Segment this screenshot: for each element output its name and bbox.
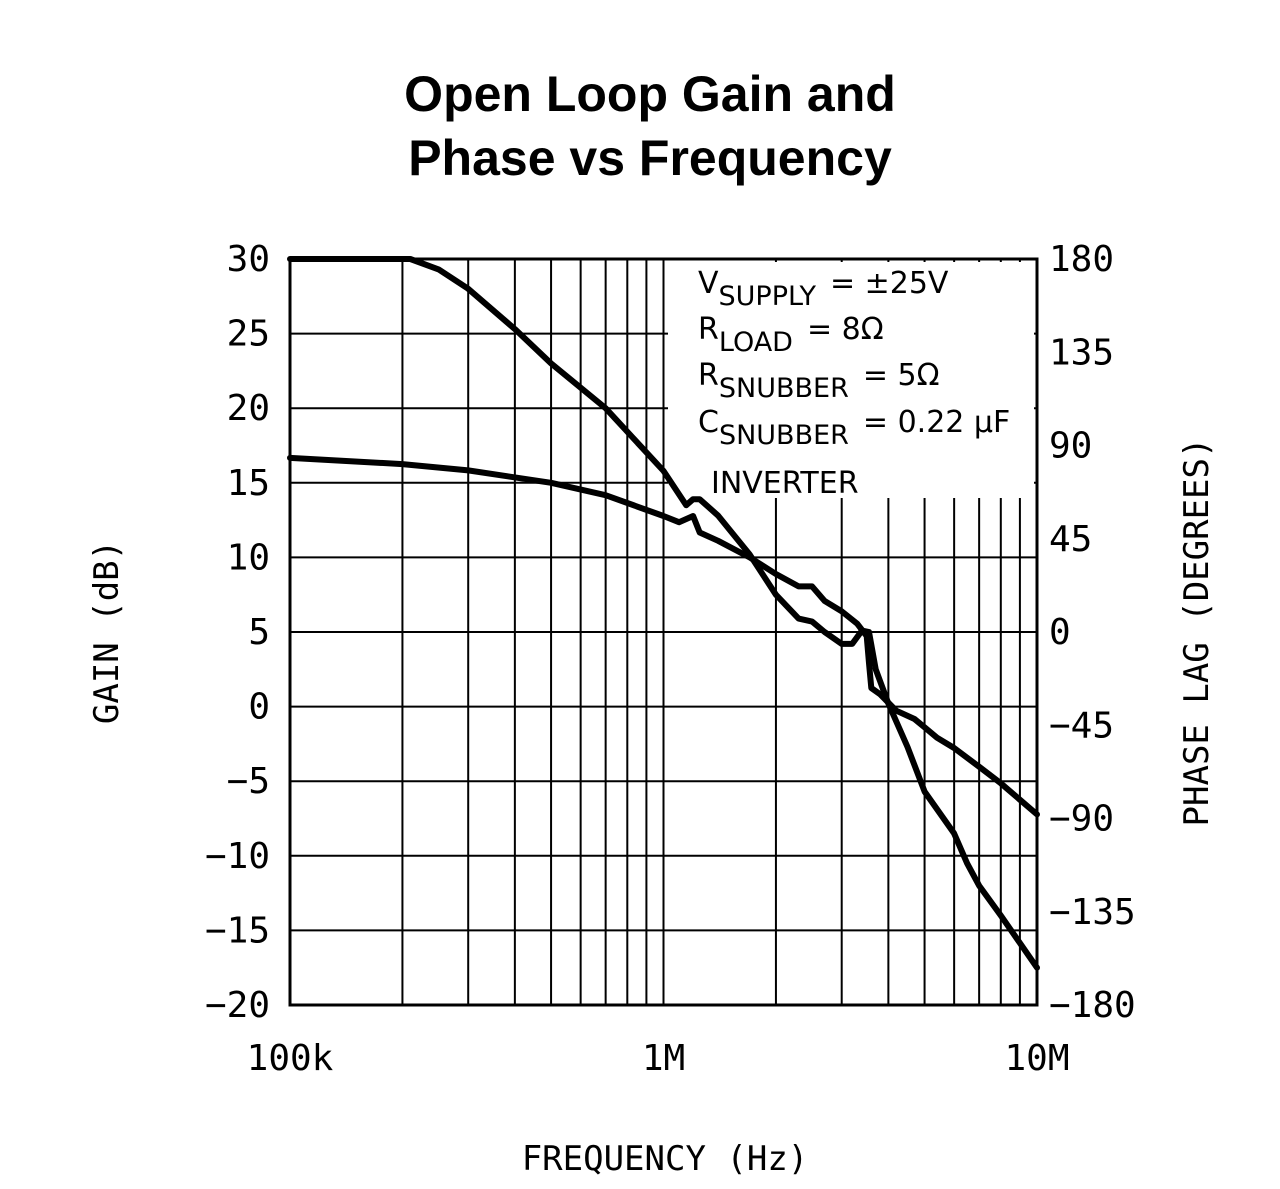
y-tick-label-right: −135: [1049, 892, 1136, 933]
y-axis-label-right: PHASE LAG (DEGREES): [1177, 438, 1217, 827]
inverter-label-background: [706, 462, 872, 498]
x-tick-label: 1M: [642, 1038, 685, 1079]
y-tick-label-right: −45: [1049, 705, 1114, 746]
y-tick-label-right: −180: [1049, 985, 1136, 1026]
y-tick-label-left: −10: [205, 836, 270, 877]
y-tick-label-right: 0: [1049, 612, 1071, 653]
x-axis-label: FREQUENCY (Hz): [522, 1139, 809, 1179]
y-tick-label-left: −5: [227, 761, 270, 802]
plot-frame: [288, 257, 1039, 1007]
annotation-background: [668, 262, 1034, 498]
y-axis-label-left: GAIN (dB): [87, 540, 127, 724]
y-tick-label-left: 5: [248, 612, 270, 653]
y-tick-label-left: 30: [227, 239, 270, 280]
annotation-rload: RLOAD = 8Ω: [698, 312, 884, 358]
chart-title-line-1: Open Loop Gain and: [404, 66, 896, 122]
y-tick-label-left: 20: [227, 388, 270, 429]
x-tick-label: 10M: [1004, 1038, 1069, 1079]
y-tick-label-right: 90: [1049, 426, 1092, 467]
y-tick-label-right: 135: [1049, 332, 1114, 373]
gain-curve: [287, 256, 1040, 971]
phase-curve: [287, 454, 1040, 818]
y-tick-label-left: −15: [205, 910, 270, 951]
y-tick-label-left: 10: [227, 537, 270, 578]
y-tick-label-right: 180: [1049, 239, 1114, 280]
y-tick-label-left: 25: [227, 314, 270, 355]
tick-labels: 30 25 20 15 10 5 0 −5 −10 −15 −20 180 135 90 45 0 −45 −90…: [205, 239, 1136, 1079]
annotation-vsupply: VSUPPLY = ±25V: [698, 266, 949, 312]
annotation-rsnubber: RSNUBBER = 5Ω: [698, 358, 940, 404]
annotation-inverter: INVERTER: [711, 466, 859, 501]
curves: [287, 256, 1040, 971]
x-tick-label: 100k: [247, 1038, 334, 1079]
y-tick-label-left: −20: [205, 985, 270, 1026]
chart-title: Open Loop Gain and Phase vs Frequency: [0, 62, 1280, 190]
annotations: VSUPPLY = ±25V RLOAD = 8Ω RSNUBBER = 5Ω CSN…: [668, 262, 1034, 501]
chart-title-line-2: Phase vs Frequency: [408, 130, 892, 186]
y-tick-label-left: 15: [227, 463, 270, 504]
grid: [290, 259, 1037, 1005]
y-tick-label-right: 45: [1049, 519, 1092, 560]
y-tick-label-right: −90: [1049, 799, 1114, 840]
y-tick-label-left: 0: [248, 687, 270, 728]
annotation-csnubber: CSNUBBER = 0.22 μF: [698, 405, 1010, 451]
